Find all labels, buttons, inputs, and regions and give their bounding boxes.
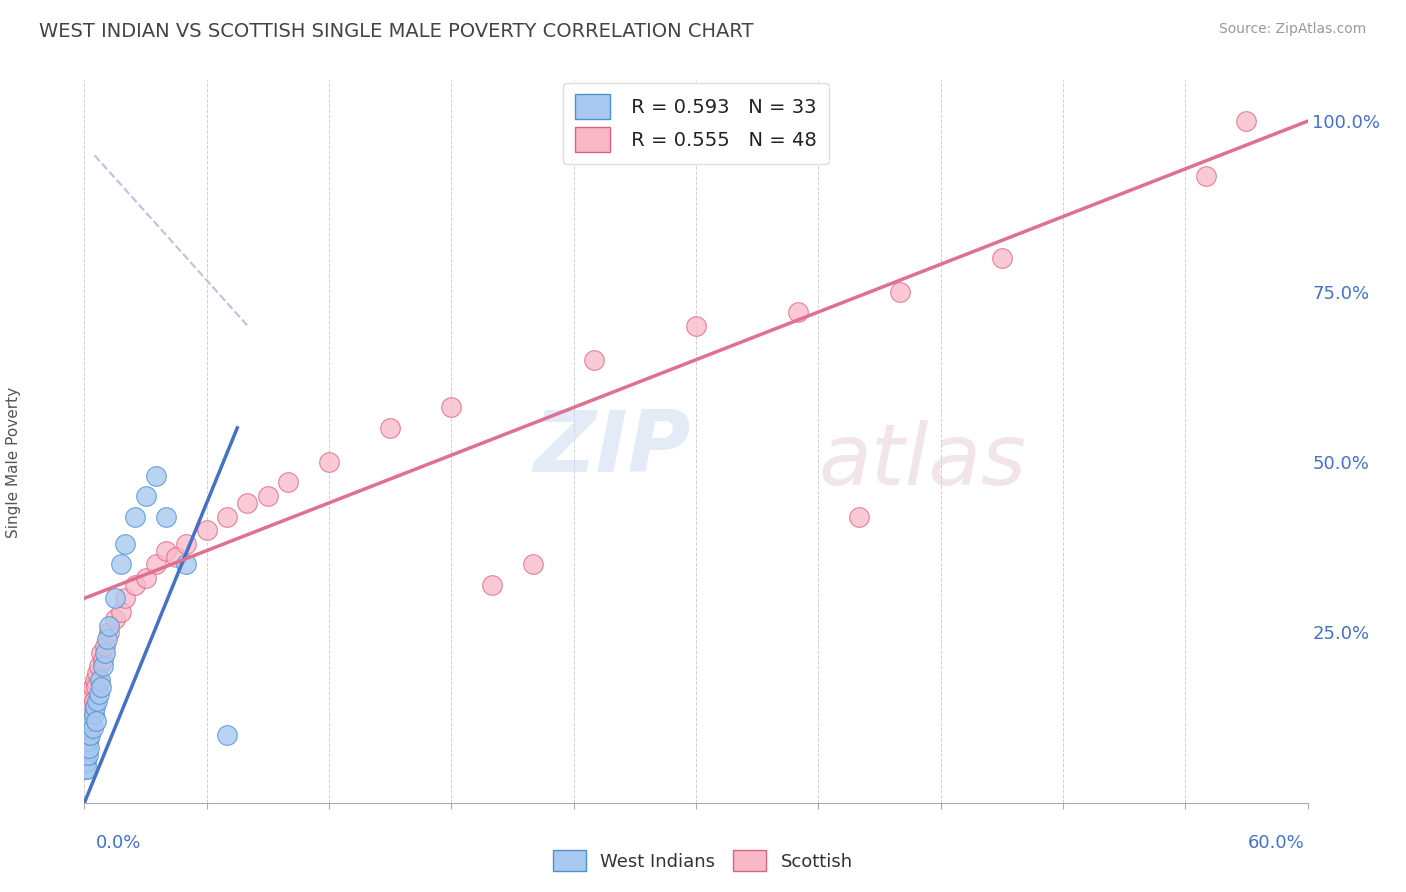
Point [848, 509, 870, 524]
Point [97, 625, 120, 640]
Point [217, 728, 239, 742]
Point [91, 653, 114, 667]
Point [318, 455, 340, 469]
Point [83, 693, 105, 707]
Point [77, 728, 100, 742]
Point [75, 748, 97, 763]
Point [685, 318, 707, 333]
Text: Source: ZipAtlas.com: Source: ZipAtlas.com [1219, 22, 1367, 37]
Point [77, 748, 100, 763]
Point [124, 509, 146, 524]
Point [104, 591, 127, 606]
Point [174, 537, 197, 551]
Point [135, 489, 157, 503]
Point [583, 352, 606, 367]
Point [79, 741, 101, 756]
Point [174, 558, 197, 572]
Point [110, 558, 132, 572]
Point [90, 646, 112, 660]
Point [90, 680, 112, 694]
Point [75, 762, 97, 776]
Point [80, 714, 103, 728]
Text: ZIP: ZIP [533, 407, 690, 490]
Point [135, 571, 157, 585]
Point [79, 700, 101, 714]
Point [195, 523, 218, 537]
Point [84, 714, 107, 728]
Point [82, 721, 104, 735]
Point [75, 734, 97, 748]
Text: 60.0%: 60.0% [1249, 834, 1305, 852]
Point [82, 680, 104, 694]
Text: atlas: atlas [818, 420, 1026, 503]
Point [257, 489, 280, 503]
Point [124, 577, 146, 591]
Text: WEST INDIAN VS SCOTTISH SINGLE MALE POVERTY CORRELATION CHART: WEST INDIAN VS SCOTTISH SINGLE MALE POVE… [39, 22, 754, 41]
Point [96, 632, 118, 647]
Point [75, 728, 97, 742]
Point [217, 509, 239, 524]
Point [104, 612, 127, 626]
Legend: West Indians, Scottish: West Indians, Scottish [547, 843, 859, 879]
Text: Single Male Poverty: Single Male Poverty [6, 386, 21, 538]
Point [155, 543, 177, 558]
Point [110, 605, 132, 619]
Point [91, 659, 114, 673]
Point [145, 558, 167, 572]
Point [79, 728, 101, 742]
Point [76, 721, 98, 735]
Point [89, 673, 111, 687]
Point [1195, 169, 1218, 183]
Text: 0.0%: 0.0% [96, 834, 141, 852]
Point [87, 659, 110, 673]
Point [380, 421, 402, 435]
Point [889, 285, 911, 299]
Point [440, 401, 463, 415]
Point [79, 721, 101, 735]
Point [93, 639, 115, 653]
Point [86, 693, 108, 707]
Legend:  R = 0.593   N = 33,  R = 0.555   N = 48: R = 0.593 N = 33, R = 0.555 N = 48 [564, 83, 828, 164]
Point [236, 496, 259, 510]
Point [83, 707, 105, 722]
Point [155, 509, 177, 524]
Point [87, 687, 110, 701]
Point [165, 550, 187, 565]
Point [145, 468, 167, 483]
Point [79, 693, 101, 707]
Point [83, 700, 105, 714]
Point [80, 687, 103, 701]
Point [76, 741, 98, 756]
Point [97, 618, 120, 632]
Point [277, 475, 299, 490]
Point [76, 714, 98, 728]
Point [481, 577, 503, 591]
Point [75, 741, 97, 756]
Point [522, 558, 544, 572]
Point [76, 762, 98, 776]
Point [93, 646, 115, 660]
Point [83, 673, 105, 687]
Point [991, 251, 1014, 265]
Point [86, 666, 108, 681]
Point [75, 755, 97, 769]
Point [79, 707, 101, 722]
Point [84, 680, 107, 694]
Point [1236, 114, 1258, 128]
Point [77, 734, 100, 748]
Point [114, 591, 136, 606]
Point [114, 537, 136, 551]
Point [77, 721, 100, 735]
Point [77, 707, 100, 722]
Point [787, 305, 810, 319]
